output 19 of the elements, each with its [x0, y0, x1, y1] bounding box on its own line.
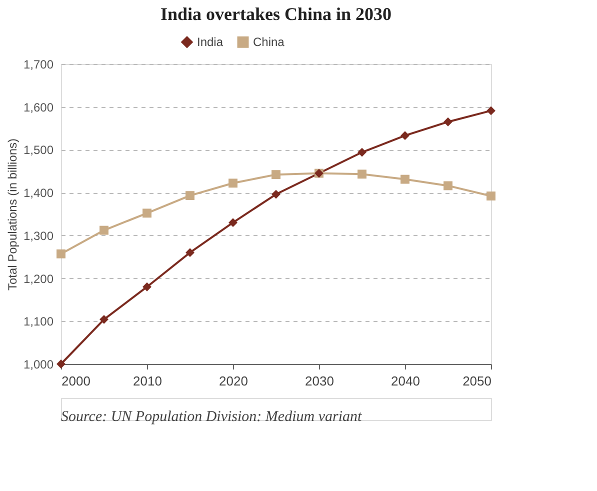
y-tick-label: 1,700: [23, 58, 54, 72]
legend-label: China: [253, 35, 285, 50]
x-tick-label: 2040: [391, 374, 420, 388]
y-axis-title: Total Populations (in billions): [5, 138, 20, 291]
x-tick-label: 2020: [219, 374, 248, 388]
y-tick-label: 1,000: [23, 358, 54, 372]
x-tick-label: 2030: [305, 374, 334, 388]
y-tick-label: 1,200: [23, 272, 54, 286]
y-tick-label: 1,400: [23, 186, 54, 200]
x-tick-label: 2050: [462, 374, 492, 388]
x-tick-label: 2010: [133, 374, 162, 388]
legend-label: India: [197, 35, 224, 50]
y-tick-label: 1,500: [23, 143, 54, 158]
chart-title: India overtakes China in 2030: [160, 4, 392, 24]
x-tick-label: 2000: [62, 374, 90, 388]
y-tick-label: 1,600: [23, 100, 54, 114]
source-note: Source: UN Population Division: Medium variant: [61, 409, 362, 425]
y-tick-label: 1,300: [23, 228, 54, 243]
y-tick-label: 1,100: [23, 314, 54, 329]
